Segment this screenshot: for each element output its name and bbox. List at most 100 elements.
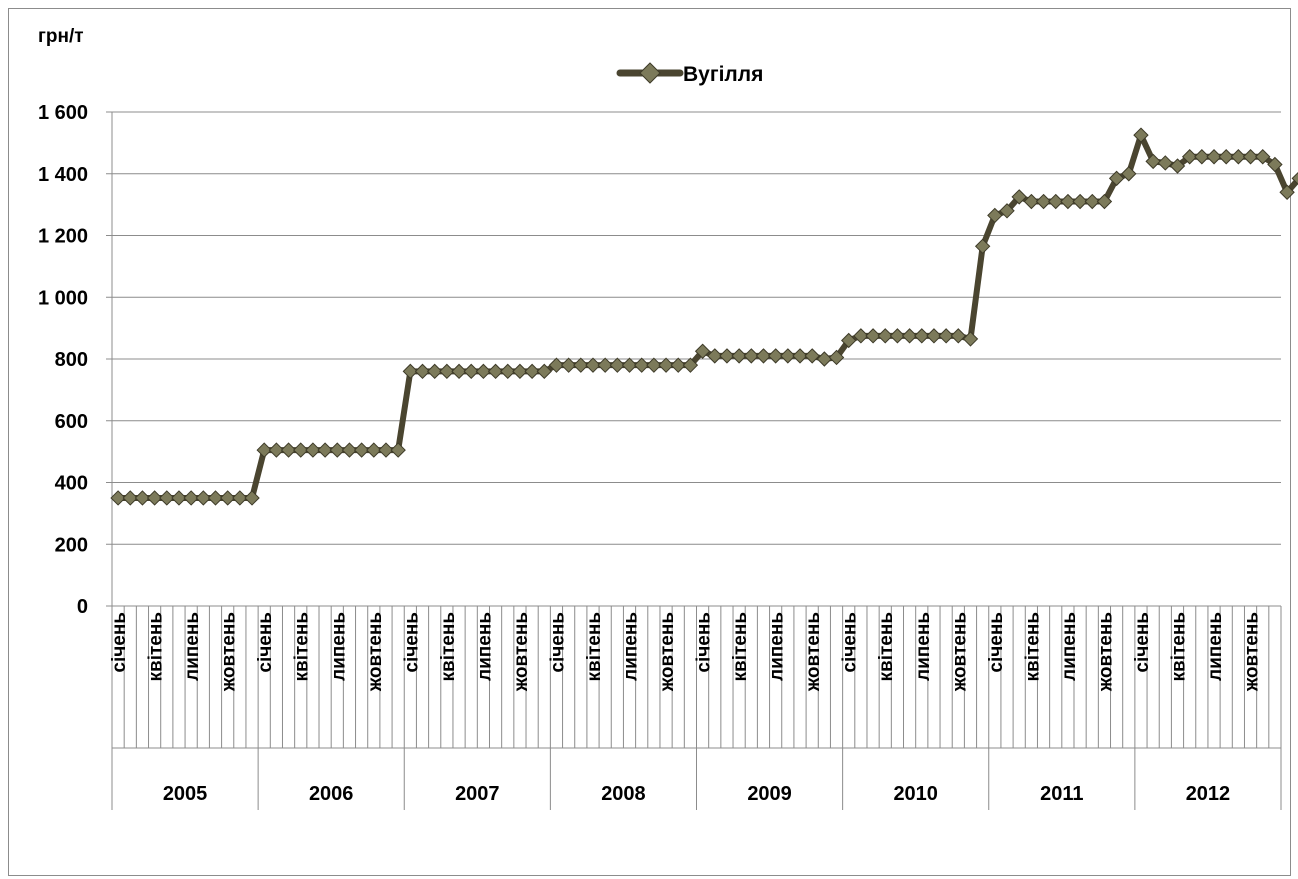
data-point-marker xyxy=(110,490,126,506)
month-label: липень xyxy=(474,612,495,681)
data-point-marker xyxy=(280,442,297,458)
month-label: квітень xyxy=(876,612,897,682)
data-point-marker xyxy=(402,363,419,380)
data-point-marker xyxy=(329,442,345,458)
data-point-marker xyxy=(1035,193,1052,210)
data-point-marker xyxy=(853,328,869,344)
y-tick-label: 1 600 xyxy=(38,102,88,124)
data-point-marker xyxy=(670,357,686,373)
data-point-marker xyxy=(293,442,309,458)
data-point-marker xyxy=(914,328,930,344)
y-tick-label: 1 200 xyxy=(38,226,88,248)
data-point-marker xyxy=(755,348,772,364)
year-label: 2010 xyxy=(893,783,938,805)
data-point-marker xyxy=(743,348,760,364)
month-label: квітень xyxy=(146,612,167,682)
month-label: квітень xyxy=(292,612,313,682)
month-label: січень xyxy=(109,612,130,673)
data-point-marker xyxy=(828,349,845,366)
data-point-marker xyxy=(926,328,942,344)
data-point-marker xyxy=(159,490,175,506)
data-point-marker xyxy=(1060,193,1076,210)
y-tick-label: 800 xyxy=(55,349,88,371)
data-point-marker xyxy=(682,357,699,373)
data-point-marker xyxy=(390,442,406,458)
data-point-marker xyxy=(658,357,674,373)
data-point-marker xyxy=(707,348,723,364)
y-tick-label: 1 400 xyxy=(38,164,88,186)
data-point-marker xyxy=(183,490,199,506)
data-point-marker xyxy=(487,363,504,380)
month-label: липень xyxy=(182,612,203,681)
data-point-marker xyxy=(1108,170,1125,187)
data-point-marker xyxy=(987,207,1003,224)
data-point-marker xyxy=(256,442,272,458)
data-point-marker xyxy=(244,490,260,506)
data-point-marker xyxy=(694,343,711,359)
data-point-marker xyxy=(536,363,552,380)
month-label: січень xyxy=(547,612,568,673)
data-point-marker xyxy=(841,332,857,349)
data-point-marker xyxy=(219,490,236,506)
legend: Вугілля xyxy=(616,62,763,86)
month-label: жовтень xyxy=(1242,612,1263,692)
year-label: 2006 xyxy=(309,783,354,805)
data-point-marker xyxy=(573,357,589,373)
data-point-marker xyxy=(122,490,138,506)
month-label: жовтень xyxy=(511,612,532,692)
data-point-marker xyxy=(1023,193,1040,210)
data-point-marker xyxy=(1279,184,1295,200)
y-tick-label: 0 xyxy=(77,596,88,618)
data-point-marker xyxy=(731,348,747,364)
data-point-marker xyxy=(1169,158,1186,174)
month-label: січень xyxy=(1132,612,1153,673)
data-point-marker xyxy=(268,442,285,458)
month-label: липень xyxy=(1205,612,1226,681)
data-point-marker xyxy=(597,357,613,373)
data-point-marker xyxy=(1048,193,1064,210)
data-point-marker xyxy=(889,328,906,344)
month-label: жовтень xyxy=(657,612,678,692)
year-label: 2012 xyxy=(1186,783,1231,805)
data-point-marker xyxy=(1011,189,1027,205)
month-label: січень xyxy=(694,612,715,673)
data-point-marker xyxy=(938,328,954,344)
data-point-marker xyxy=(780,348,796,364)
legend-diamond-marker xyxy=(639,62,661,84)
data-point-marker xyxy=(719,348,735,364)
y-tick-label: 1 000 xyxy=(38,287,88,309)
year-label: 2011 xyxy=(1040,783,1083,805)
month-label: січень xyxy=(255,612,276,673)
data-point-marker xyxy=(1157,155,1174,171)
data-point-marker xyxy=(463,363,479,380)
year-label: 2008 xyxy=(601,783,646,805)
data-point-marker xyxy=(439,363,455,380)
month-label: липень xyxy=(621,612,642,681)
data-point-marker xyxy=(1230,149,1247,165)
month-label: липень xyxy=(913,612,934,681)
data-point-marker xyxy=(901,328,918,344)
data-point-marker xyxy=(475,363,492,380)
data-point-marker xyxy=(195,490,212,506)
data-point-marker xyxy=(146,490,163,506)
data-point-marker xyxy=(1133,127,1149,143)
data-point-marker xyxy=(962,331,979,347)
y-axis-label: грн/т xyxy=(38,26,84,47)
month-label: жовтень xyxy=(803,612,824,692)
x-category-axis: січень квітень липень жовтень 2005 січень квіт… xyxy=(109,606,1282,810)
month-label: січень xyxy=(840,612,861,673)
month-label: квітень xyxy=(730,612,751,682)
month-label: жовтень xyxy=(1095,612,1116,692)
data-point-marker xyxy=(609,357,626,373)
data-point-marker xyxy=(633,357,650,373)
month-label: квітень xyxy=(438,612,459,682)
data-point-marker xyxy=(366,442,382,458)
data-point-marker xyxy=(426,363,443,380)
month-label: квітень xyxy=(1022,612,1043,682)
data-point-marker xyxy=(585,357,601,373)
data-point-marker xyxy=(1072,193,1088,210)
data-point-marker xyxy=(1218,149,1234,165)
series-coal xyxy=(110,127,1298,506)
month-label: січень xyxy=(401,612,422,673)
